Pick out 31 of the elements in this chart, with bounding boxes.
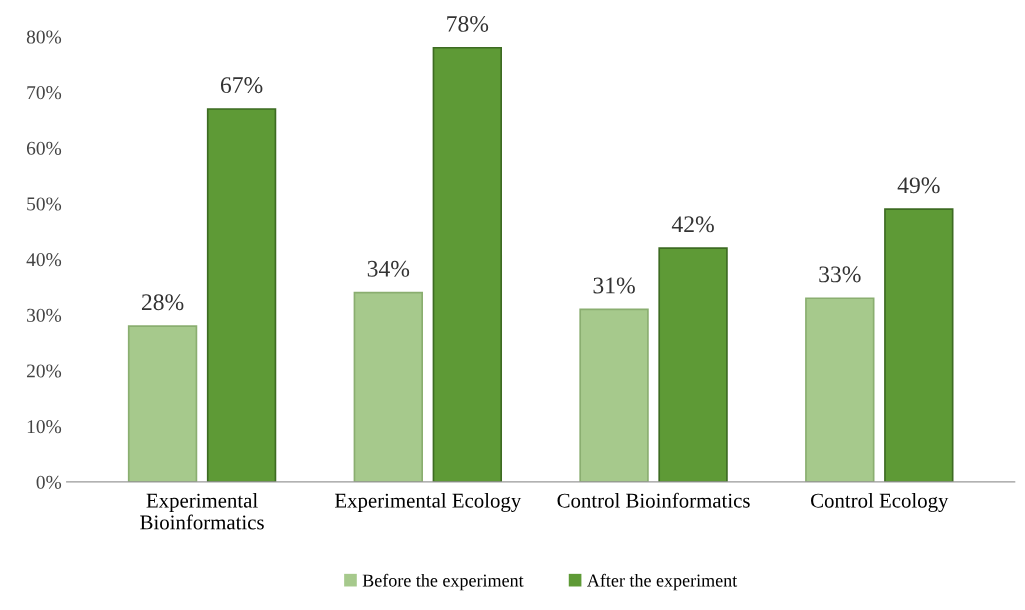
- data-label: 34%: [367, 260, 410, 277]
- data-label: 28%: [141, 294, 184, 311]
- x-tick-label: Control Ecology: [811, 493, 949, 512]
- legend-label: Before the experiment: [362, 573, 524, 591]
- y-tick-label: 20%: [26, 364, 62, 378]
- y-tick-label: 40%: [26, 253, 62, 267]
- data-label: 67%: [220, 77, 263, 94]
- x-tick-label: Experimental Ecology: [334, 493, 522, 512]
- data-label: 42%: [671, 216, 714, 233]
- bar: [658, 247, 728, 482]
- x-tick-label: Experimental Bioinformatics: [140, 493, 264, 530]
- bar: [127, 325, 198, 482]
- y-tick-label: 60%: [26, 141, 62, 155]
- bar: [884, 208, 954, 482]
- data-label: 33%: [819, 266, 861, 283]
- y-tick-label: 50%: [27, 197, 62, 211]
- legend-label: After the experiment: [587, 573, 738, 591]
- bar: [353, 291, 424, 482]
- y-tick-label: 30%: [27, 308, 62, 322]
- bar: [206, 108, 277, 482]
- data-label: 49%: [897, 177, 940, 194]
- y-tick-label: 0%: [36, 475, 62, 489]
- bar: [432, 46, 503, 482]
- bar: [579, 308, 649, 482]
- x-tick-label: Control Bioinformatics: [557, 492, 750, 508]
- y-tick-label: 10%: [27, 420, 62, 434]
- bar: [805, 297, 875, 482]
- y-tick-label: 80%: [26, 30, 62, 44]
- data-label: 31%: [593, 277, 635, 294]
- data-label: 78%: [447, 15, 489, 32]
- y-tick-label: 70%: [27, 86, 62, 100]
